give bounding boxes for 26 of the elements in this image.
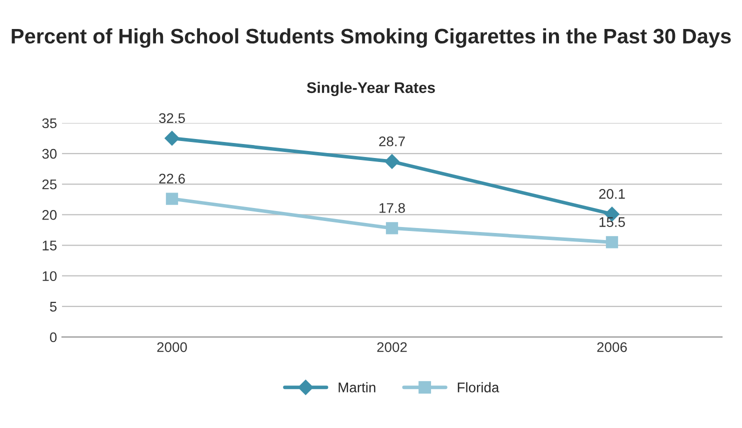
y-tick-label: 20 bbox=[42, 210, 57, 220]
data-label: 17.8 bbox=[380, 203, 405, 213]
legend-label: Florida bbox=[458, 382, 500, 392]
legend-label: Martin bbox=[338, 382, 376, 392]
point bbox=[164, 130, 180, 146]
point bbox=[384, 154, 400, 169]
x-tick-label: 2006 bbox=[597, 342, 627, 352]
data-label: 20.1 bbox=[599, 189, 625, 199]
y-tick-label: 10 bbox=[42, 271, 57, 282]
y-tick-label: 0 bbox=[50, 332, 57, 342]
chart-subtitle: Single-Year Rates bbox=[306, 82, 435, 96]
y-tick-label: 5 bbox=[50, 302, 57, 312]
y-tick-label: 30 bbox=[42, 148, 57, 159]
y-tick-label: 25 bbox=[42, 179, 57, 190]
data-label: 22.6 bbox=[159, 174, 185, 184]
point bbox=[166, 192, 178, 205]
data-label: 15.5 bbox=[600, 217, 625, 227]
data-label: 32.5 bbox=[159, 113, 185, 124]
data-label: 28.7 bbox=[379, 136, 405, 146]
chart-title: Percent of High School Students Smoking Cigarettes in the Past 30 Days bbox=[12, 28, 731, 48]
y-tick-label: 35 bbox=[42, 118, 57, 128]
x-tick-label: 2002 bbox=[377, 342, 407, 352]
y-tick-label: 15 bbox=[42, 240, 57, 250]
x-tick-label: 2000 bbox=[157, 342, 187, 352]
point bbox=[386, 222, 398, 234]
point bbox=[606, 236, 618, 248]
